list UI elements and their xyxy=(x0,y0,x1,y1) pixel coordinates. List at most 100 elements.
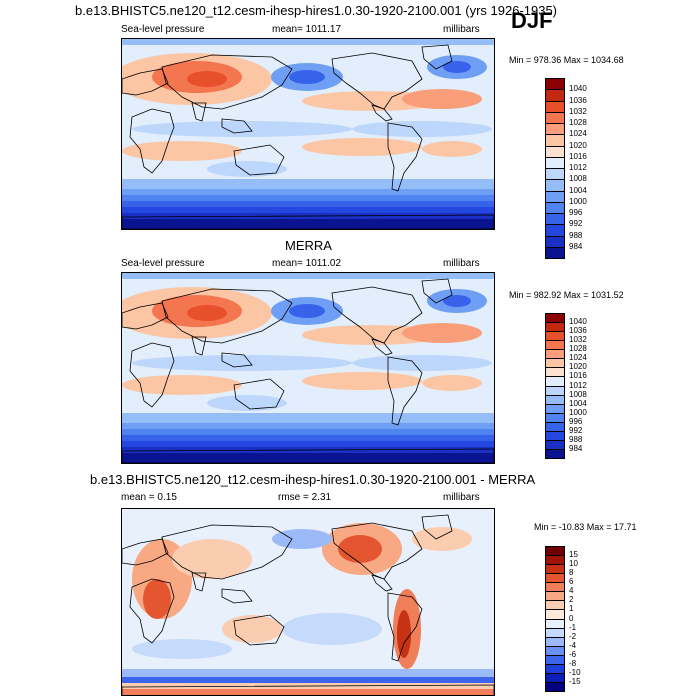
coastline xyxy=(371,104,393,122)
colorbar-swatch xyxy=(545,663,565,674)
panel2-map-svg xyxy=(122,273,494,463)
field-band xyxy=(122,453,494,463)
coastline xyxy=(221,118,253,134)
field-band xyxy=(122,39,494,45)
colorbar-swatch xyxy=(545,412,565,423)
field-contour xyxy=(338,535,382,563)
field-contour xyxy=(402,323,482,343)
field-contour xyxy=(302,138,422,156)
colorbar-tick-label: 4 xyxy=(569,586,574,596)
colorbar-tick-label: 1000 xyxy=(569,407,587,417)
panel2-mean: mean= 1011.02 xyxy=(272,258,342,269)
colorbar-swatch xyxy=(545,627,565,638)
colorbar-tick-label: -10 xyxy=(569,667,581,677)
coastline xyxy=(387,122,423,192)
colorbar-tick-label: 992 xyxy=(569,425,583,435)
colorbar-swatch xyxy=(545,385,565,396)
coastline xyxy=(221,352,253,368)
panel1-colorbar: 984 988 992 996 1000 1004 1008 1012 1016 1020 1024… xyxy=(545,78,605,259)
field-band xyxy=(122,273,494,279)
colorbar-tick-label: 988 xyxy=(569,434,583,444)
field-band xyxy=(122,219,494,229)
colorbar-swatch xyxy=(545,672,565,683)
colorbar-swatch xyxy=(545,340,565,351)
colorbar-tick-label: 988 xyxy=(569,230,583,240)
colorbar-tick-label: -6 xyxy=(569,649,577,659)
field-contour xyxy=(282,613,382,645)
colorbar-swatch xyxy=(545,439,565,450)
coastline xyxy=(331,52,423,110)
colorbar-tick-label: 984 xyxy=(569,241,583,251)
colorbar-tick-label: 1028 xyxy=(569,118,587,127)
colorbar-swatch xyxy=(545,134,565,147)
colorbar-swatch xyxy=(545,654,565,665)
panel3-minmax: Min = -10.83 Max = 17.71 xyxy=(534,522,637,532)
colorbar-swatch xyxy=(545,235,565,248)
coastline xyxy=(371,574,393,592)
panel2-map xyxy=(121,272,495,464)
panel2-title: MERRA xyxy=(285,238,332,253)
panel2-colorbar: 984 988 992 996 1000 1004 1008 1012 1016 1020 1024… xyxy=(545,313,605,459)
field-contour xyxy=(207,395,287,411)
colorbar-swatch xyxy=(545,156,565,169)
panel3-map-svg xyxy=(122,509,494,695)
colorbar-tick-label: 1024 xyxy=(569,129,587,139)
colorbar-tick-label: 8 xyxy=(569,568,574,578)
field-contour xyxy=(187,71,227,87)
coastline xyxy=(122,538,169,566)
field-contour xyxy=(422,375,482,391)
field-contour xyxy=(207,161,287,177)
colorbar-tick-label: 1000 xyxy=(569,196,587,206)
coastline xyxy=(129,342,175,408)
colorbar-tick-label: 996 xyxy=(569,416,583,426)
field-contour xyxy=(352,121,492,137)
coastline xyxy=(129,578,175,644)
field-contour xyxy=(132,639,232,659)
colorbar-swatch xyxy=(545,179,565,192)
colorbar-swatch xyxy=(545,403,565,414)
field-contour xyxy=(352,355,492,371)
colorbar-swatch xyxy=(545,213,565,226)
colorbar-tick-label: 1040 xyxy=(569,84,587,94)
field-contour xyxy=(187,305,227,321)
case-title: b.e13.BHISTC5.ne120_t12.cesm-ihesp-hires… xyxy=(75,3,558,18)
colorbar-swatch xyxy=(545,591,565,602)
colorbar-swatch xyxy=(545,89,565,102)
coastline xyxy=(122,684,494,695)
colorbar-swatch xyxy=(545,190,565,203)
colorbar-swatch xyxy=(545,645,565,656)
field-contour xyxy=(132,355,352,371)
panel3-map xyxy=(121,508,495,696)
coastline xyxy=(161,288,293,344)
coastline xyxy=(233,378,285,410)
panel3-colorbar: -15 -10 -8 -6 -4 -2 -1 0 1 2 4 6 8 10 15 xyxy=(545,546,605,692)
colorbar-swatch xyxy=(545,331,565,342)
colorbar-tick-label: -15 xyxy=(569,676,581,686)
colorbar-tick-label: 1004 xyxy=(569,398,587,408)
colorbar-tick-label: 1004 xyxy=(569,185,587,195)
colorbar-tick-label: 992 xyxy=(569,219,583,229)
panel1-minmax: Min = 978.36 Max = 1034.68 xyxy=(509,55,624,65)
coastline xyxy=(122,448,494,463)
panel1-mean: mean= 1011.17 xyxy=(272,24,342,35)
colorbar-swatch xyxy=(545,78,565,91)
colorbar-swatch xyxy=(545,123,565,136)
colorbar-tick-label: 6 xyxy=(569,577,574,587)
colorbar-tick-label: 1 xyxy=(569,604,574,614)
coastline xyxy=(387,356,423,426)
coastline xyxy=(387,592,423,662)
colorbar-tick-label: 1024 xyxy=(569,353,587,363)
panel3-mean: mean = 0.15 xyxy=(121,492,177,503)
colorbar-swatch xyxy=(545,394,565,405)
field-contour xyxy=(122,141,242,161)
colorbar-swatch xyxy=(545,100,565,113)
coastline xyxy=(161,54,293,110)
colorbar-tick-label: 1012 xyxy=(569,163,587,172)
coastline xyxy=(421,44,453,70)
field-contour xyxy=(443,61,471,73)
colorbar-swatch xyxy=(545,376,565,387)
field-contour xyxy=(222,615,282,643)
field-contour xyxy=(302,372,422,390)
coastline xyxy=(191,336,207,356)
colorbar-tick-label: 984 xyxy=(569,443,583,453)
